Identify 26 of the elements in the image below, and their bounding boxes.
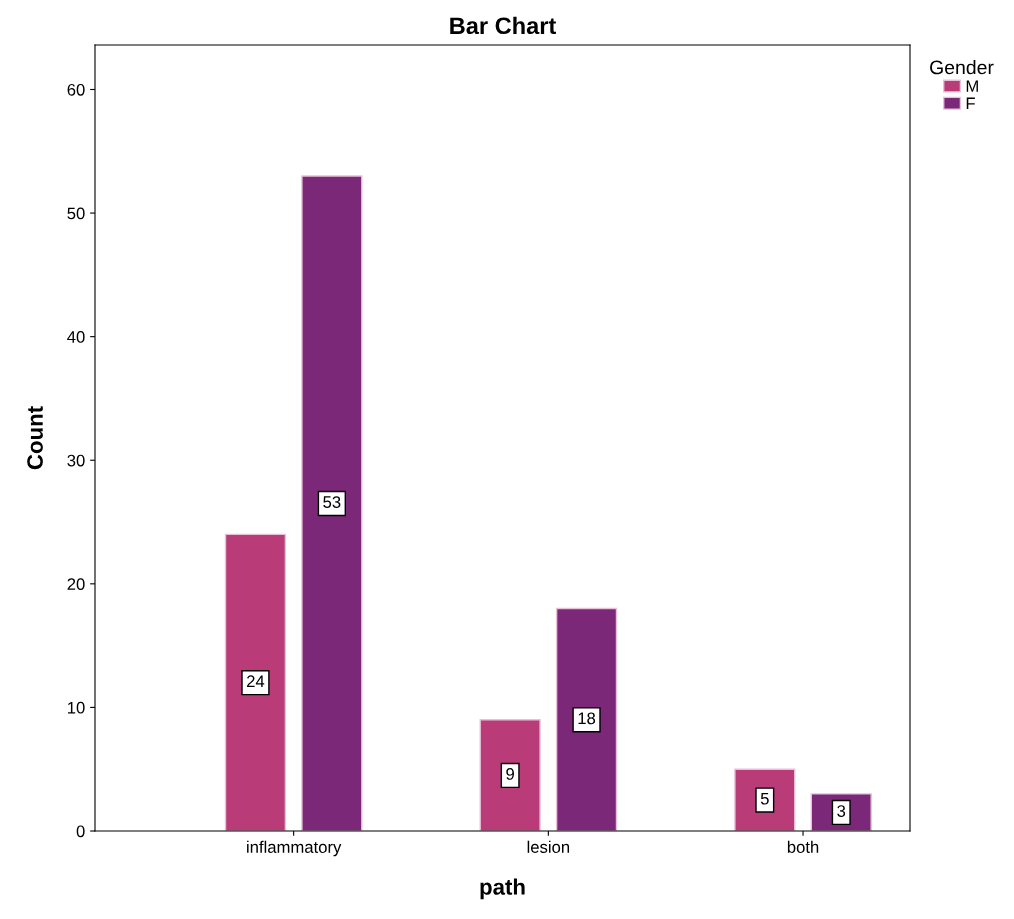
data-label: 3 <box>837 805 846 817</box>
legend-label: M <box>966 80 978 92</box>
y-tick-label: 60 <box>67 83 85 96</box>
y-tick-label: 0 <box>76 825 85 838</box>
legend-label: F <box>966 97 975 110</box>
y-tick-label: 40 <box>67 331 85 343</box>
y-tick-label: 30 <box>67 454 85 467</box>
x-tick-label: both <box>787 840 819 853</box>
x-tick-label: lesion <box>527 840 570 853</box>
bar <box>224 533 287 831</box>
chart-title: Bar Chart <box>450 16 557 35</box>
data-label: 53 <box>323 496 341 508</box>
y-axis-title: Count <box>27 406 43 470</box>
x-tick-label: inflammatory <box>247 840 342 857</box>
data-label: 24 <box>247 675 265 688</box>
data-label: 5 <box>760 792 769 805</box>
bar <box>555 607 618 831</box>
data-label: 18 <box>578 712 596 725</box>
legend-title: Gender <box>930 60 994 75</box>
y-tick-label: 20 <box>67 578 85 591</box>
y-tick-label: 10 <box>68 701 85 714</box>
bar <box>479 719 541 831</box>
y-tick-label: 50 <box>67 207 85 220</box>
data-label: 9 <box>506 768 514 780</box>
x-axis-title: path <box>480 878 525 900</box>
bar <box>301 175 363 831</box>
